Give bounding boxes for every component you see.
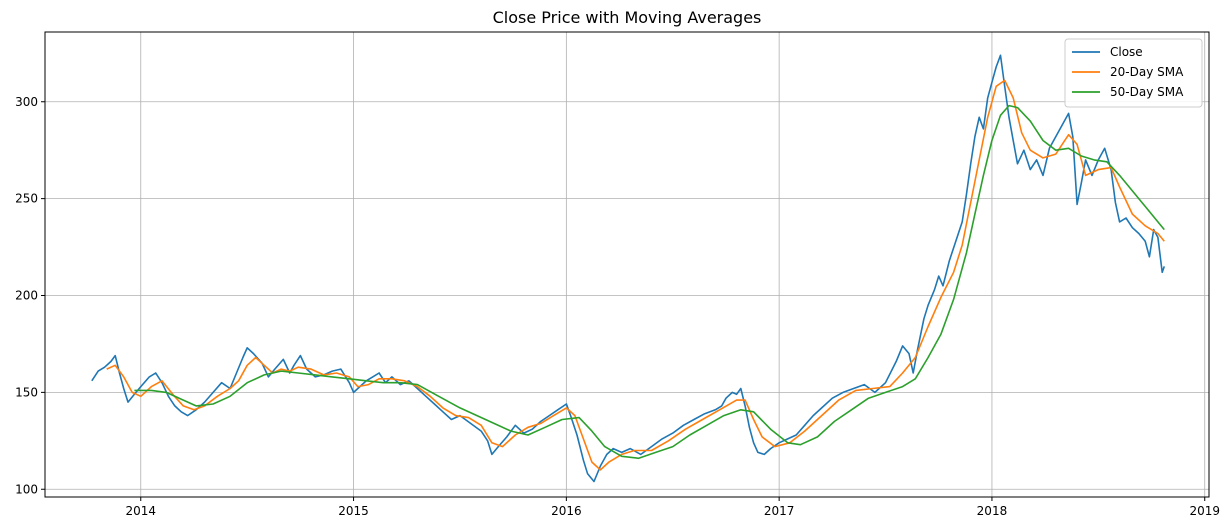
chart-title: Close Price with Moving Averages (493, 8, 762, 27)
x-tick-label: 2016 (551, 504, 582, 518)
x-tick-label: 2015 (338, 504, 369, 518)
series-line-50-day-sma (134, 104, 1165, 460)
legend-label-50-day-sma: 50-Day SMA (1110, 85, 1184, 99)
x-tick-label: 2017 (764, 504, 795, 518)
series-layer (91, 54, 1166, 483)
plot-frame (44, 31, 1210, 498)
legend-box (1064, 38, 1203, 108)
y-tick-label: 150 (15, 385, 38, 399)
legend-label-20-day-sma: 20-Day SMA (1110, 65, 1184, 79)
y-tick-label: 100 (15, 482, 38, 496)
grid (45, 32, 1209, 497)
series-line-20-day-sma (106, 79, 1165, 471)
series-line-close (91, 54, 1166, 483)
legend-label-close: Close (1110, 45, 1143, 59)
x-tick-label: 2019 (1189, 504, 1220, 518)
x-tick-label: 2018 (977, 504, 1008, 518)
y-tick-label: 200 (15, 289, 38, 303)
y-tick-label: 250 (15, 192, 38, 206)
legend: Close 20-Day SMA 50-Day SMA (1064, 38, 1203, 108)
y-tick-label: 300 (15, 95, 38, 109)
axes: 2014 2015 2016 2017 2018 2019 100 150 200 250 300 (15, 95, 1220, 518)
x-tick-label: 2014 (125, 504, 156, 518)
